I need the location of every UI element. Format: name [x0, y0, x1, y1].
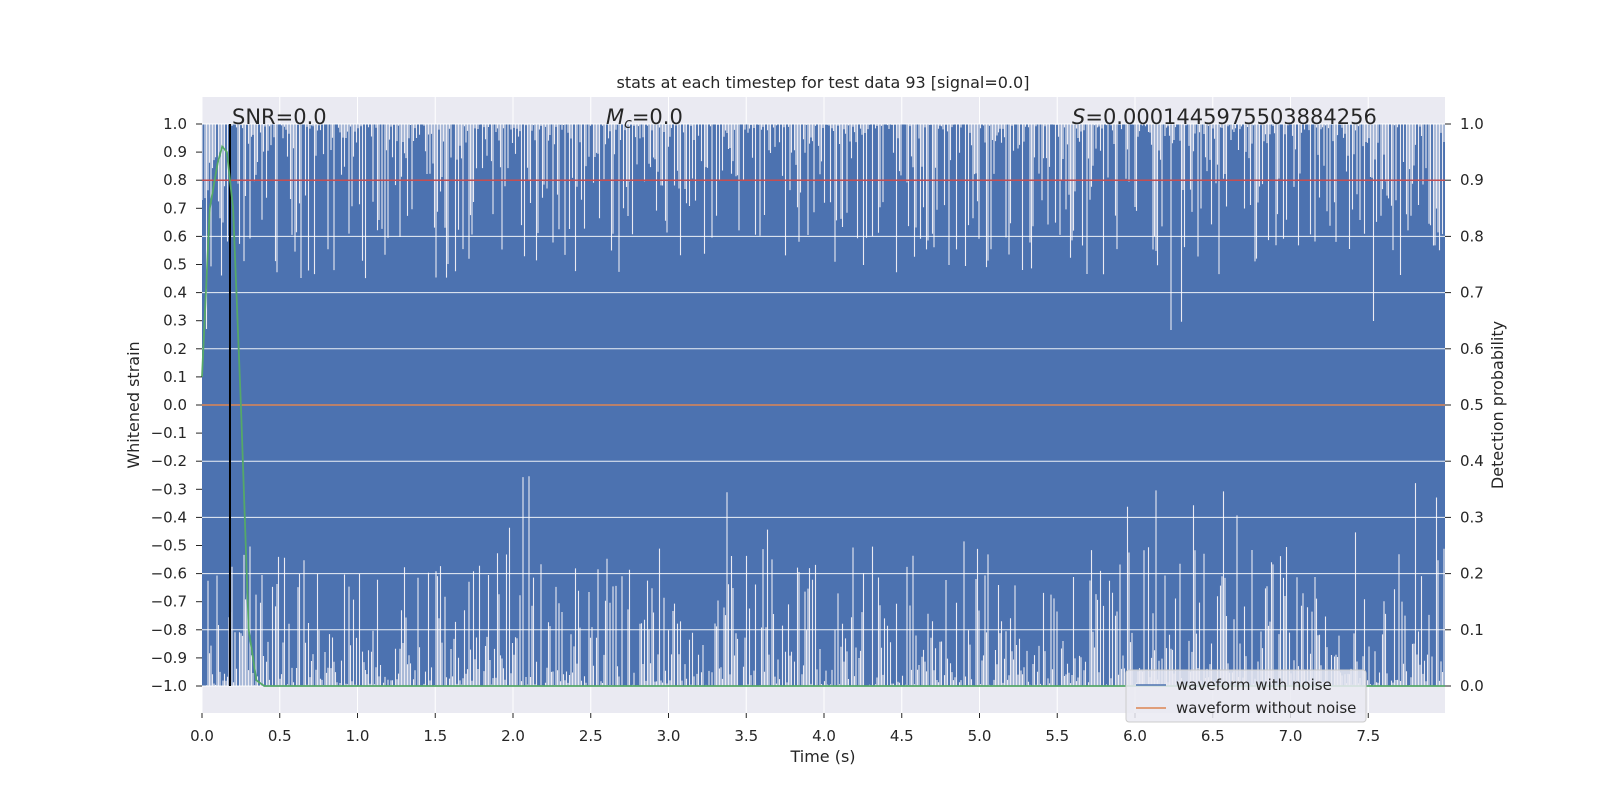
x-tick-label: 5.0 [968, 727, 992, 745]
y2-tick-label: 0.6 [1460, 340, 1484, 358]
x-tick-label: 6.5 [1201, 727, 1225, 745]
y-tick-label: 0.3 [163, 312, 187, 330]
x-tick-label: 3.5 [734, 727, 758, 745]
y-tick-label: 0.9 [163, 143, 187, 161]
legend: waveform with noise waveform without noi… [1125, 669, 1367, 723]
snr-annotation: SNR=0.0 [232, 105, 327, 129]
y2-tick-label: 0.7 [1460, 284, 1484, 302]
x-tick-label: 7.5 [1356, 727, 1380, 745]
y2-tick-label: 0.3 [1460, 508, 1484, 526]
x-tick-label: 1.5 [423, 727, 447, 745]
y-tick-label: 0.6 [163, 227, 187, 245]
y-tick-label: 0.5 [163, 256, 187, 274]
y-tick-label: −0.8 [151, 621, 187, 639]
y-tick-label: −0.7 [151, 593, 187, 611]
y-tick-label: −1.0 [151, 677, 187, 695]
detection-probability-line [201, 144, 1445, 687]
y-tick-label: −0.1 [151, 424, 187, 442]
s-annotation: S=0.0001445975503884256 [1072, 105, 1377, 129]
y-tick-label: 0.0 [163, 396, 187, 414]
y2-tick-label: 0.1 [1460, 621, 1484, 639]
y-tick-labels: 1.0 0.9 0.8 0.7 0.6 0.5 0.4 0.3 0.2 0.1 0.0 −0.1 −0.… [151, 115, 202, 695]
y-tick-label: −0.9 [151, 649, 187, 667]
x-tick-label: 0.5 [268, 727, 292, 745]
y2-tick-label: 0.2 [1460, 565, 1484, 583]
y2-tick-labels: 1.0 0.9 0.8 0.7 0.6 0.5 0.4 0.3 0.2 0.1 0.0 [1445, 115, 1484, 695]
chart-title: stats at each timestep for test data 93 … [617, 73, 1030, 92]
s-value: =0.0001445975503884256 [1085, 105, 1377, 129]
x-tick-label: 4.5 [890, 727, 914, 745]
y2-tick-label: 0.8 [1460, 227, 1484, 245]
x-tick-label: 0.0 [190, 727, 214, 745]
y-axis-label: Whitened strain [124, 341, 143, 468]
x-tick-label: 7.0 [1279, 727, 1303, 745]
y2-axis-label: Detection probability [1488, 321, 1507, 489]
x-tick-label: 4.0 [812, 727, 836, 745]
mc-value: =0.0 [632, 105, 683, 129]
mc-annotation: Mc=0.0 [606, 105, 683, 132]
legend-label-clean: waveform without noise [1176, 699, 1356, 717]
y-tick-label: 0.2 [163, 340, 187, 358]
y-tick-label: 0.4 [163, 284, 187, 302]
y2-tick-label: 0.9 [1460, 171, 1484, 189]
x-tick-label: 1.0 [346, 727, 370, 745]
y2-tick-label: 1.0 [1460, 115, 1484, 133]
y2-tick-label: 0.0 [1460, 677, 1484, 695]
s-symbol: S [1072, 105, 1085, 129]
y-tick-label: 0.7 [163, 199, 187, 217]
y2-tick-label: 0.4 [1460, 452, 1484, 470]
y-tick-label: −0.2 [151, 452, 187, 470]
x-axis-label: Time (s) [789, 747, 855, 766]
mc-subscript: c [624, 116, 632, 132]
x-tick-labels: 0.0 0.5 1.0 1.5 2.0 2.5 3.0 3.5 4.0 4.5 5.0 5.5 6.0 6… [190, 713, 1380, 745]
legend-box [1125, 669, 1367, 723]
y-tick-label: 0.1 [163, 368, 187, 386]
y-tick-label: −0.6 [151, 565, 187, 583]
y-tick-label: −0.4 [151, 508, 187, 526]
x-tick-label: 2.5 [579, 727, 603, 745]
y-tick-label: −0.3 [151, 480, 187, 498]
y-tick-label: 1.0 [163, 115, 187, 133]
x-tick-label: 3.0 [657, 727, 681, 745]
x-tick-label: 2.0 [501, 727, 525, 745]
y-tick-label: −0.5 [151, 537, 187, 555]
mc-symbol: M [606, 105, 624, 129]
x-tick-label: 5.5 [1045, 727, 1069, 745]
legend-label-noise: waveform with noise [1176, 676, 1332, 694]
y-tick-label: 0.8 [163, 171, 187, 189]
x-tick-label: 6.0 [1123, 727, 1147, 745]
y2-tick-label: 0.5 [1460, 396, 1484, 414]
